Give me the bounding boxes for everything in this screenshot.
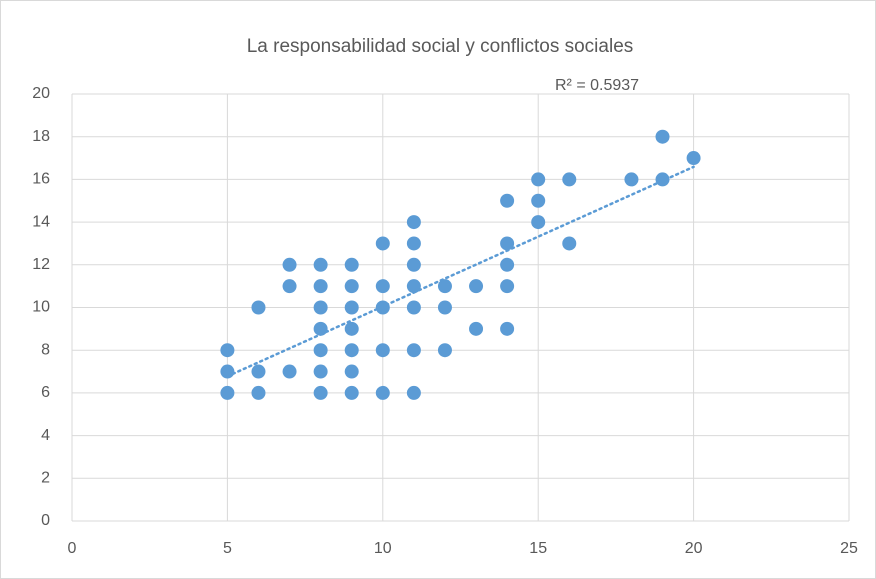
point bbox=[531, 193, 546, 208]
point bbox=[406, 236, 421, 251]
point bbox=[313, 279, 328, 294]
y-tick-label: 4 bbox=[41, 427, 50, 444]
point bbox=[220, 364, 235, 379]
y-tick-label: 6 bbox=[41, 384, 50, 401]
point bbox=[220, 385, 235, 400]
point bbox=[282, 364, 297, 379]
point bbox=[500, 236, 515, 251]
point bbox=[344, 343, 359, 358]
y-tick-label: 8 bbox=[41, 341, 50, 358]
point bbox=[655, 129, 670, 144]
point bbox=[406, 343, 421, 358]
point bbox=[375, 385, 390, 400]
x-tick-label: 5 bbox=[223, 540, 232, 557]
point bbox=[313, 257, 328, 272]
y-tick-label: 18 bbox=[32, 128, 50, 145]
point bbox=[437, 300, 452, 315]
point bbox=[500, 279, 515, 294]
point bbox=[406, 215, 421, 230]
point bbox=[313, 321, 328, 336]
y-tick-label: 2 bbox=[41, 470, 50, 487]
point bbox=[344, 385, 359, 400]
x-tick-label: 0 bbox=[68, 540, 77, 557]
point bbox=[282, 257, 297, 272]
point bbox=[251, 364, 266, 379]
point bbox=[406, 385, 421, 400]
point bbox=[375, 343, 390, 358]
y-tick-label: 16 bbox=[32, 171, 50, 188]
x-tick-label: 10 bbox=[374, 540, 392, 557]
point bbox=[313, 300, 328, 315]
y-tick-label: 14 bbox=[32, 213, 50, 230]
point bbox=[375, 279, 390, 294]
point bbox=[406, 279, 421, 294]
point bbox=[344, 279, 359, 294]
point bbox=[500, 193, 515, 208]
point bbox=[282, 279, 297, 294]
point bbox=[344, 300, 359, 315]
point bbox=[313, 364, 328, 379]
point bbox=[344, 364, 359, 379]
x-tick-label: 15 bbox=[529, 540, 547, 557]
point bbox=[686, 151, 701, 166]
point bbox=[624, 172, 639, 187]
point bbox=[500, 257, 515, 272]
y-tick-label: 10 bbox=[32, 299, 50, 316]
point bbox=[437, 279, 452, 294]
point bbox=[313, 385, 328, 400]
point bbox=[437, 343, 452, 358]
x-tick-label: 25 bbox=[840, 540, 858, 557]
point bbox=[469, 321, 484, 336]
point bbox=[251, 300, 266, 315]
point bbox=[500, 321, 515, 336]
point bbox=[406, 300, 421, 315]
point bbox=[531, 215, 546, 230]
point bbox=[469, 279, 484, 294]
x-tick-label: 20 bbox=[685, 540, 703, 557]
point bbox=[562, 236, 577, 251]
point bbox=[531, 172, 546, 187]
point bbox=[344, 257, 359, 272]
chart-title: La responsabilidad social y conflictos s… bbox=[247, 36, 634, 57]
point bbox=[220, 343, 235, 358]
y-tick-label: 0 bbox=[41, 512, 50, 529]
y-tick-label: 20 bbox=[32, 85, 50, 102]
point bbox=[251, 385, 266, 400]
point bbox=[406, 257, 421, 272]
point bbox=[344, 321, 359, 336]
r-squared: R² = 0.5937 bbox=[555, 77, 639, 94]
y-tick-label: 12 bbox=[32, 256, 50, 273]
trendline bbox=[226, 165, 695, 378]
point bbox=[313, 343, 328, 358]
point bbox=[375, 236, 390, 251]
point bbox=[562, 172, 577, 187]
